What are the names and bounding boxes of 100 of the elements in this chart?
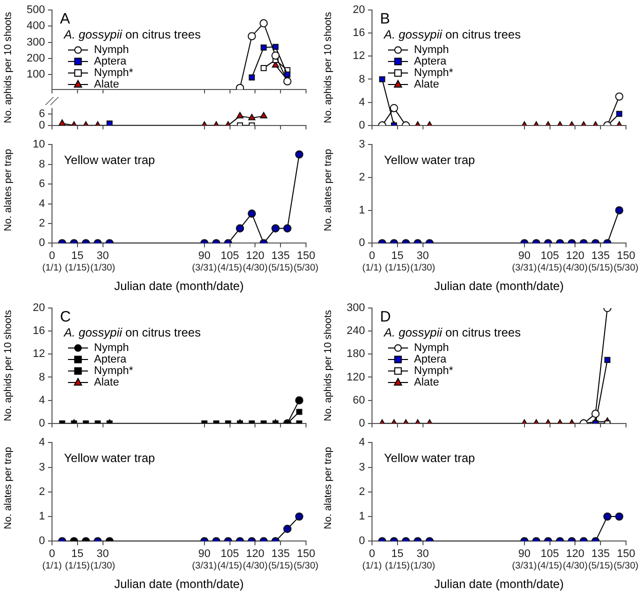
text: (4/30): [562, 262, 588, 274]
text: (5/15): [268, 560, 294, 572]
y-tick-label: 20: [352, 4, 365, 16]
y-tick-label: 3: [358, 461, 365, 474]
text: (1/15): [384, 560, 410, 572]
legend-label: Nymph: [414, 342, 449, 354]
y-tick-label: 180: [346, 348, 365, 360]
text: Yellow water trap: [64, 450, 156, 465]
x-axis-title: Julian date (month/date): [434, 577, 564, 592]
x-tick-label: 105: [540, 548, 559, 560]
x-tick-label: 90: [518, 548, 531, 560]
legend-label: Alate: [414, 78, 440, 91]
y-tick-label: 1: [358, 510, 365, 523]
y-axis-title: No. alates per trap: [2, 148, 14, 232]
y-tick-label: 2: [38, 218, 45, 230]
x-tick-label: 15: [71, 548, 84, 560]
y-axis-title: No. aphids per 10 shoots: [322, 12, 334, 124]
chart-title: C: [60, 308, 71, 326]
text: (1/30): [90, 560, 116, 572]
y-tick-label: 16: [352, 27, 365, 40]
x-tick-label: 90: [198, 548, 211, 560]
text: (1/15): [384, 262, 410, 274]
text: (5/15): [588, 560, 614, 572]
y-tick-label: 12: [32, 348, 45, 360]
y-tick-label: 120: [346, 371, 365, 384]
text: (5/15): [268, 262, 294, 274]
text: (4/15): [217, 262, 242, 274]
y-tick-label: 8: [358, 73, 365, 86]
x-tick-label: 0: [368, 250, 376, 262]
y-tick-label: 8: [38, 158, 45, 170]
x-tick-label: 15: [71, 250, 84, 262]
legend-label: Aptera: [94, 354, 128, 366]
x-tick-label: 135: [591, 548, 610, 560]
text: A. gossypii on citrus trees: [383, 325, 521, 340]
x-tick-label: 120: [566, 548, 584, 560]
chart-title: A: [60, 10, 70, 28]
text: (1/1): [362, 262, 382, 274]
text: (3/31): [512, 560, 537, 572]
x-tick-label: 105: [220, 250, 239, 262]
legend-label: Nymph*: [414, 365, 454, 378]
text: (5/30): [294, 262, 318, 274]
chart-title: B: [380, 10, 390, 28]
y-tick-label: 0: [38, 535, 45, 548]
y-tick-label: 1: [38, 510, 45, 523]
y-tick-label: 16: [32, 325, 45, 338]
x-tick-label: 15: [391, 250, 404, 262]
legend-label: Aptera: [414, 354, 448, 366]
y-axis-title: No. aphids per 10 shoots: [2, 310, 14, 422]
text: (1/1): [42, 560, 62, 572]
y-tick-label: 300: [346, 302, 365, 314]
x-tick-label: 30: [96, 548, 109, 560]
legend-label: Nymph*: [414, 67, 454, 80]
y-tick-label: 10: [32, 138, 45, 151]
x-tick-label: 30: [96, 250, 109, 262]
y-tick-label: 60: [352, 394, 365, 406]
x-tick-label: 90: [198, 250, 211, 262]
y-tick-label: 240: [346, 325, 365, 338]
x-tick-label: 150: [296, 548, 316, 560]
y-tick-label: 2: [38, 486, 45, 498]
text: Yellow water trap: [384, 152, 476, 167]
text: (3/31): [512, 262, 537, 274]
x-tick-label: 120: [566, 250, 584, 262]
y-tick-label: 0: [358, 119, 365, 132]
y-tick-label: 4: [358, 436, 365, 449]
x-tick-label: 150: [296, 250, 316, 262]
x-axis-title: Julian date (month/date): [114, 577, 244, 592]
y-axis-title: No. alates per trap: [322, 446, 334, 530]
text: A. gossypii on citrus trees: [63, 27, 201, 42]
x-tick-label: 120: [246, 548, 264, 560]
x-tick-label: 150: [616, 250, 636, 262]
text: (5/30): [614, 560, 638, 572]
x-tick-label: 0: [368, 548, 376, 560]
text: (4/30): [242, 560, 268, 572]
legend-label: Alate: [414, 376, 440, 389]
legend-label: Aptera: [94, 56, 128, 68]
text: (1/15): [64, 262, 90, 274]
x-tick-label: 90: [518, 250, 531, 262]
y-tick-label: 8: [38, 371, 45, 384]
legend-label: Alate: [94, 78, 120, 91]
y-tick-label: 0: [358, 237, 365, 250]
legend-label: Nymph*: [94, 365, 134, 378]
y-tick-label: 0: [358, 417, 365, 430]
legend-label: Nymph*: [94, 67, 134, 80]
text: (1/1): [42, 262, 62, 274]
legend-label: Aptera: [414, 56, 448, 68]
legend-label: Nymph: [94, 44, 129, 56]
y-tick-label: 200: [26, 52, 45, 65]
x-axis-title: Julian date (month/date): [114, 279, 244, 294]
x-tick-label: 135: [271, 250, 290, 262]
x-tick-label: 30: [416, 548, 429, 560]
y-tick-label: 6: [38, 108, 45, 120]
y-tick-label: 400: [26, 20, 45, 32]
y-tick-label: 20: [32, 302, 45, 314]
x-tick-label: 135: [591, 250, 610, 262]
text: (5/15): [588, 262, 614, 274]
y-tick-label: 1: [358, 204, 365, 216]
chart-title: D: [380, 308, 391, 326]
text: Yellow water trap: [64, 152, 156, 167]
y-tick-label: 500: [26, 4, 45, 16]
x-axis-title: Julian date (month/date): [434, 279, 564, 294]
